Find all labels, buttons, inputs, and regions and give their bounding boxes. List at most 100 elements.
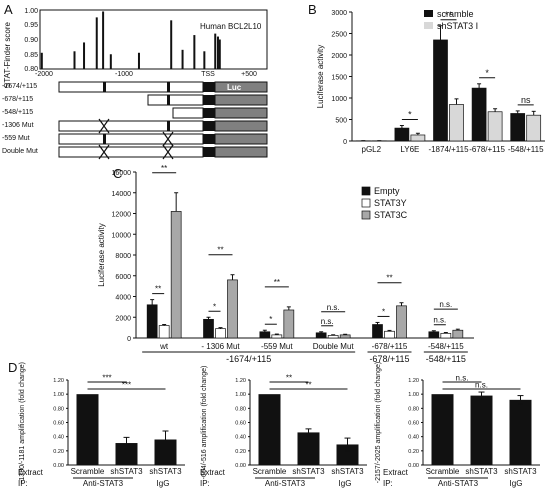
panel-c-bar xyxy=(170,211,182,339)
panel-c-legend-swatch xyxy=(361,186,371,196)
panel-a-xtick-m2000: -2000 xyxy=(35,71,53,78)
panel-d2-ytick-label: 0.80 xyxy=(235,406,246,412)
panel-d: 0.00 0.20 0.40 0.60 0.80 1.00 1.20 -1330/-1181 … xyxy=(19,362,540,483)
construct-label-1674: -1674/+115 xyxy=(2,83,37,90)
panel-c-sig-label: ** xyxy=(161,164,167,173)
panel-c-bar xyxy=(428,331,440,339)
panel-a-xtick-tss: TSS xyxy=(201,71,215,78)
panel-d3-ytick-label: 0.00 xyxy=(408,463,419,469)
panel-d3-ytick-label: 0.60 xyxy=(408,421,419,427)
panel-d1-bar xyxy=(76,394,99,465)
panel-d2-bar xyxy=(258,394,281,465)
panel-d3-ytick-label: 1.00 xyxy=(408,392,419,398)
panel-b-legend-swatch-shstat3 xyxy=(424,22,433,29)
d3-extract-label: Extract xyxy=(383,468,409,477)
panel-b-xtick-label: -678/+115 xyxy=(469,145,505,154)
panel-d3-ytick-label: 1.20 xyxy=(408,378,419,384)
panel-b-xtick-label: pGL2 xyxy=(362,145,382,154)
d2-ip-igg: IgG xyxy=(339,479,352,488)
panel-c-bar xyxy=(384,330,395,339)
panel-b: 0 500 1000 1500 2000 2500 3000 Luciferase activ… xyxy=(316,9,545,154)
panel-d3-ytick-label: 0.20 xyxy=(408,449,419,455)
panel-c-bar xyxy=(227,279,238,339)
construct-doublemut-body xyxy=(58,146,204,158)
panel-b-ytick-label: 1000 xyxy=(331,96,347,103)
panel-d3-ytick-label: 0.40 xyxy=(408,435,419,441)
construct-label-559mut: -559 Mut xyxy=(2,135,30,142)
panel-d2-xtick-label: Scramble xyxy=(253,467,287,476)
construct-1306mut-luc xyxy=(214,120,268,132)
construct-1306mut-body xyxy=(58,120,204,132)
d1-ip-antistat3: Anti-STAT3 xyxy=(83,479,124,488)
panel-a-ytick-085: 0.85 xyxy=(24,52,38,59)
panel-a-ytick-090: 0.90 xyxy=(24,37,38,44)
panel-d1-bar xyxy=(115,443,138,465)
panel-d1-bar xyxy=(154,439,177,465)
panel-d3-xtick-label: Scramble xyxy=(426,467,460,476)
panel-c-ytick-label: 6000 xyxy=(115,274,131,281)
panel-c-bar xyxy=(339,334,351,339)
panel-c-bar xyxy=(259,331,271,339)
panel-c-ylabel: Luciferase activity xyxy=(97,223,106,287)
panel-d3-bar xyxy=(470,395,493,465)
panel-b-bar xyxy=(526,114,542,142)
panel-b-ytick-label: 2500 xyxy=(331,32,347,39)
panel-b-ytick-label: 0 xyxy=(343,139,347,146)
panel-a-ytick-100: 1.00 xyxy=(24,8,38,15)
construct-doublemut-cross1 xyxy=(98,144,110,160)
panel-a-frame xyxy=(39,9,268,70)
panel-b-bar xyxy=(449,104,464,142)
panel-b-bar xyxy=(510,113,526,142)
construct-1306mut-site xyxy=(167,121,170,131)
panel-b-ytick-label: 3000 xyxy=(331,10,347,17)
panel-c-bar xyxy=(452,329,464,339)
panel-c-ytick-label: 10000 xyxy=(112,232,132,239)
panel-b-legend-scramble: scramble xyxy=(437,9,474,19)
d3-ip-label: IP: xyxy=(383,479,393,488)
panel-d1-ytick-label: 0.00 xyxy=(53,463,64,469)
construct-559mut-tss xyxy=(203,134,215,144)
panel-a-xtick-p500: +500 xyxy=(241,71,257,78)
panel-c-sig-label: ** xyxy=(274,278,280,287)
construct-1674-luc xyxy=(214,81,268,93)
construct-548-body xyxy=(172,107,204,119)
panel-a-ytick-095: 0.95 xyxy=(24,22,38,29)
panel-c-ytick-label: 16000 xyxy=(112,170,132,177)
panel-c-legend-label: STAT3C xyxy=(374,210,408,220)
panel-d2-ytick-label: 0.40 xyxy=(235,435,246,441)
panel-c-ytick-label: 12000 xyxy=(112,212,132,219)
panel-label-c: C xyxy=(113,166,122,181)
panel-label-d: D xyxy=(8,360,17,375)
construct-1674-site2 xyxy=(167,82,170,92)
panel-c-xtick-label: -678/+115 xyxy=(372,342,408,351)
panel-b-ytick-label: 1500 xyxy=(331,75,347,82)
panel-c-bar xyxy=(158,325,170,339)
panel-c-xtick-label: wt xyxy=(159,342,169,351)
panel-d3-bar xyxy=(431,394,454,465)
panel-d1-xtick-label: shSTAT3 xyxy=(110,467,143,476)
panel-d1-ylabel: -1330/-1181 amplification (fold change) xyxy=(19,362,26,483)
panel-d2-xtick-label: shSTAT3 xyxy=(292,467,325,476)
panel-c-bar xyxy=(396,305,407,339)
panel-c-sig-label: n.s. xyxy=(439,300,452,309)
panel-d2-bar xyxy=(336,444,359,465)
panel-c-legend-label: STAT3Y xyxy=(374,198,407,208)
construct-1674-body xyxy=(58,81,204,93)
panel-c-bar xyxy=(215,328,226,339)
panel-d1-ytick-label: 0.80 xyxy=(53,406,64,412)
panel-d2-sig-label: ** xyxy=(305,381,311,390)
panel-d1-ytick-label: 0.20 xyxy=(53,449,64,455)
construct-559mut-cross xyxy=(162,131,174,147)
panel-c-sig-label: ** xyxy=(217,246,223,255)
construct-1306mut-cross xyxy=(98,118,110,134)
panel-c-bar xyxy=(440,332,452,339)
construct-678-luc xyxy=(214,94,268,106)
d1-ip-label: IP: xyxy=(18,479,28,488)
panel-d1-ytick-label: 0.40 xyxy=(53,435,64,441)
panel-b-sig-label: ns xyxy=(521,95,531,105)
panel-b-sig-label: ** xyxy=(445,10,453,20)
panel-c-sig-label: ** xyxy=(155,285,161,294)
panel-c: 0 2000 4000 6000 8000 10000 12000 14000 16000 Luc… xyxy=(97,164,474,364)
panel-b-ytick-label: 2000 xyxy=(331,53,347,60)
construct-1674-site1 xyxy=(103,82,106,92)
